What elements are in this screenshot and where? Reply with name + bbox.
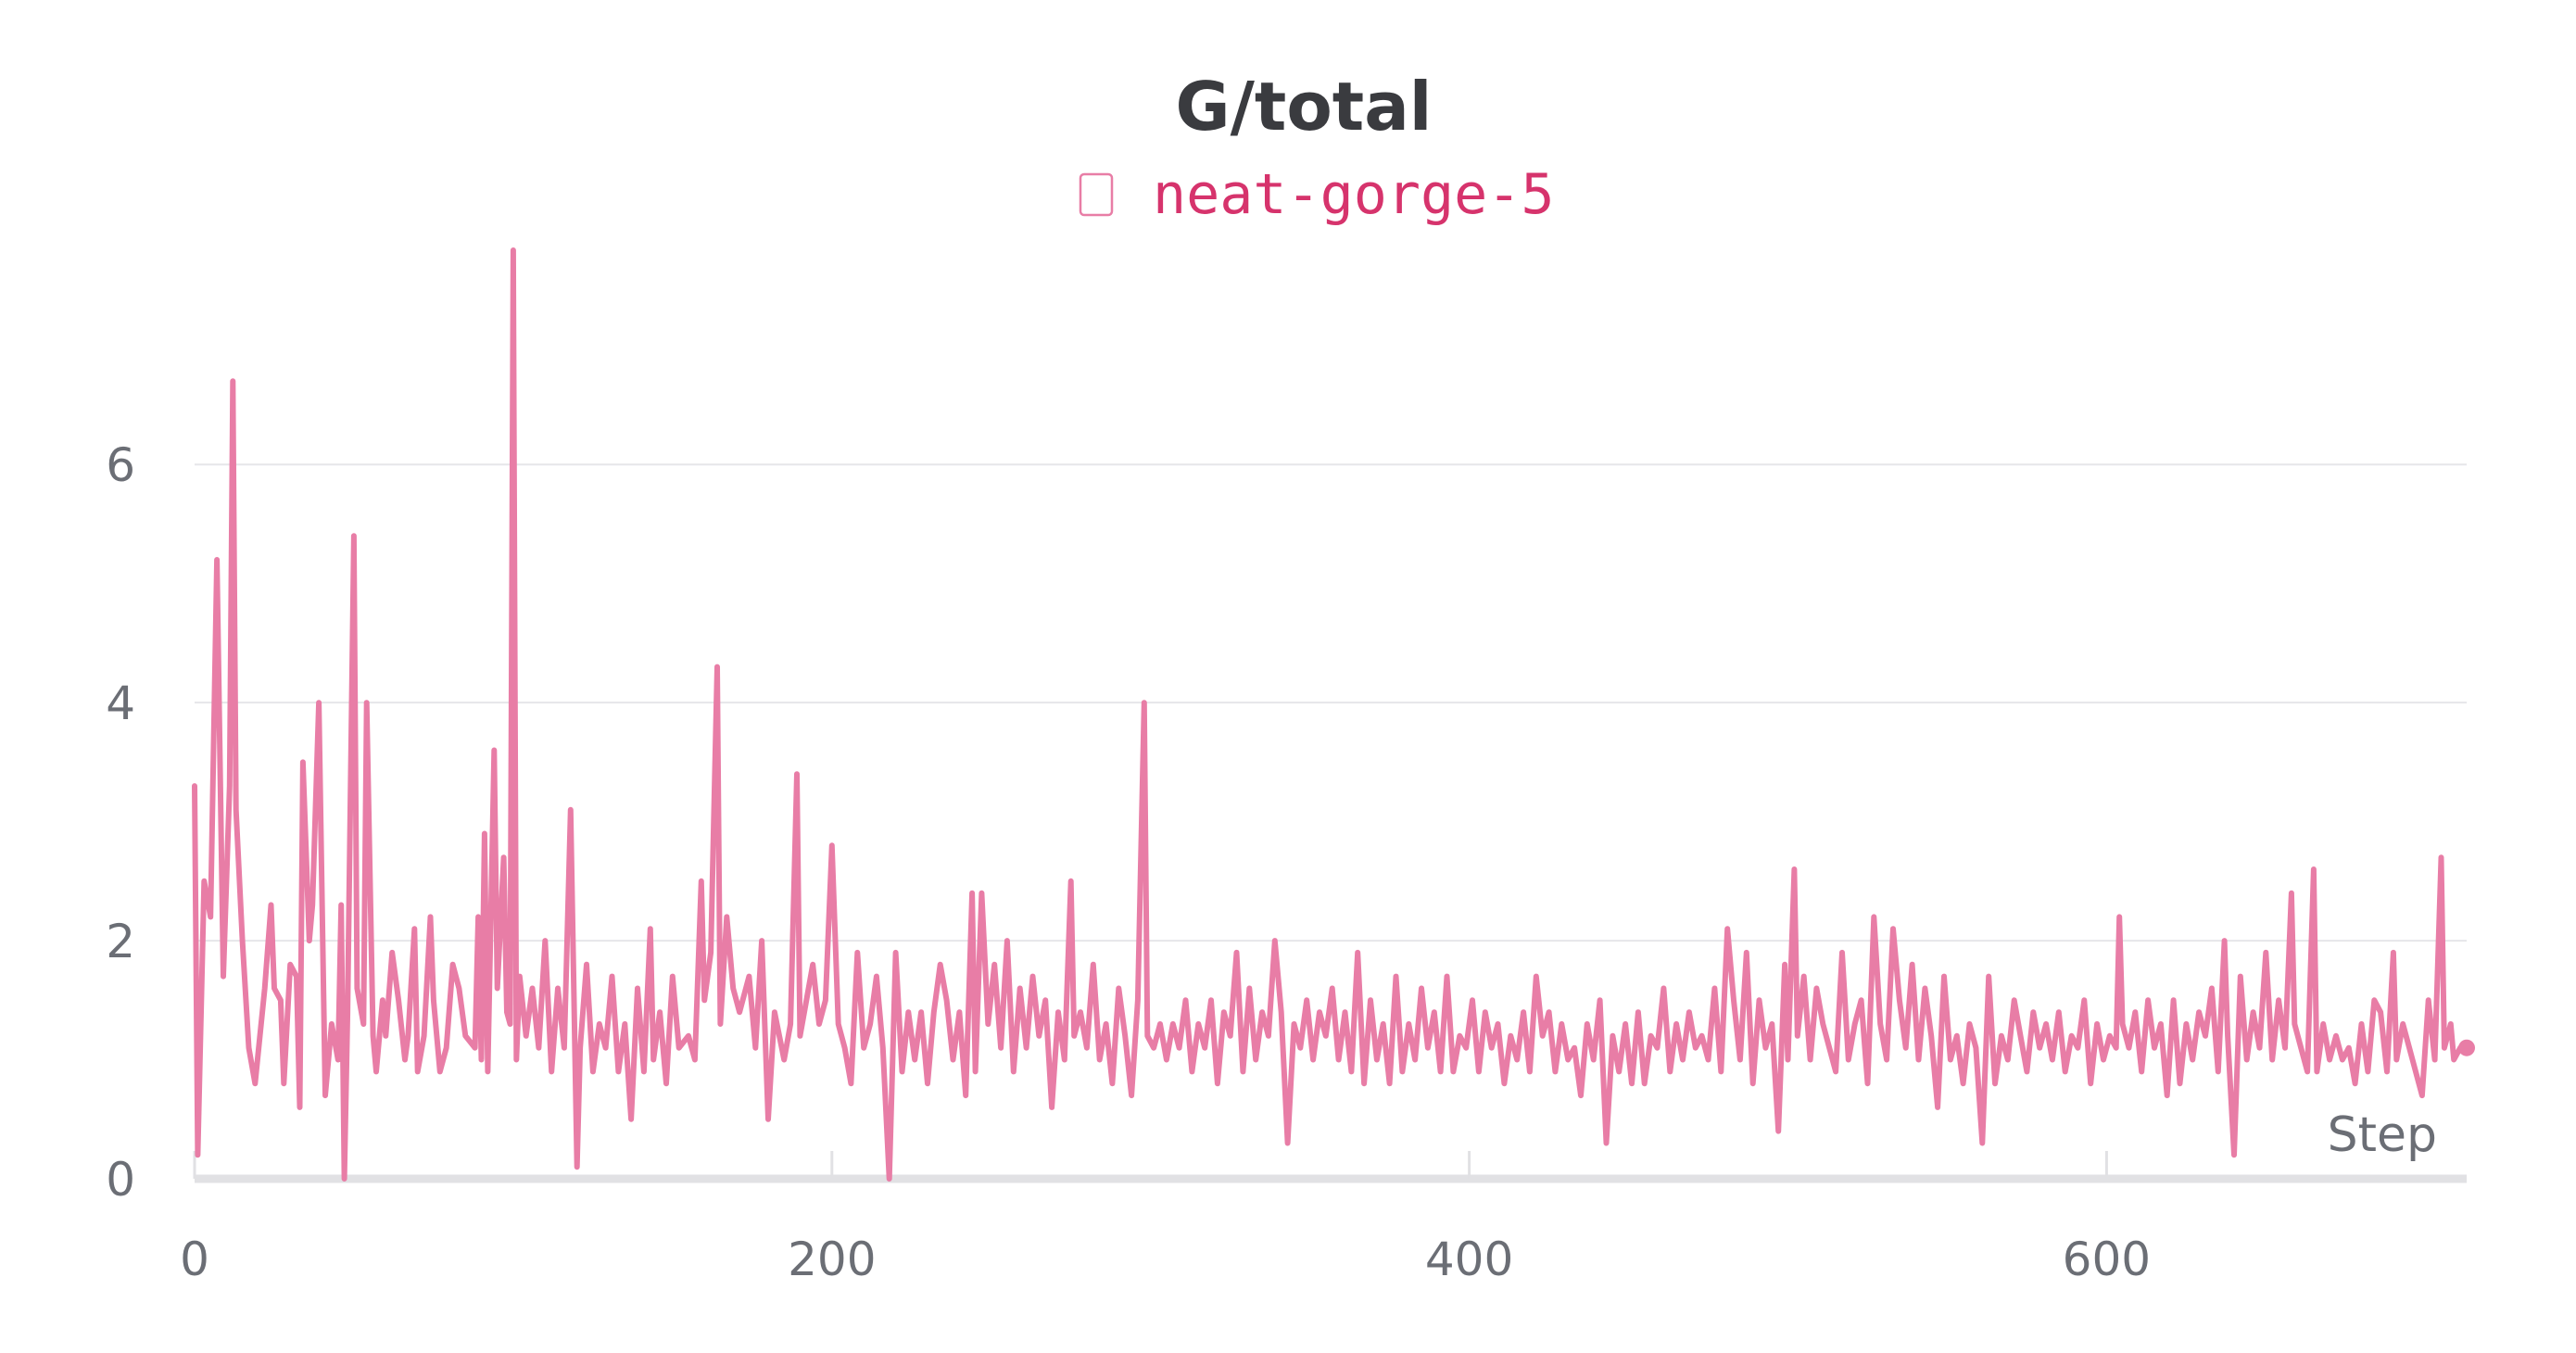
tick-labels: 0 2 4 6 0 200 400 600	[106, 438, 2151, 1286]
legend[interactable]: neat-gorge-5	[1079, 162, 1554, 227]
series-line	[192, 247, 2469, 1182]
x-tick-label: 400	[1425, 1233, 1513, 1286]
legend-swatch-icon[interactable]	[1079, 172, 1114, 217]
legend-label[interactable]: neat-gorge-5	[1153, 162, 1554, 227]
x-axis-label: Step	[2328, 1107, 2437, 1163]
y-tick-label: 6	[106, 438, 135, 492]
y-tick-label: 0	[106, 1153, 135, 1207]
series-layer	[192, 247, 2475, 1182]
x-tick-label: 600	[2063, 1233, 2151, 1286]
y-tick-label: 2	[106, 915, 135, 968]
y-tick-label: 4	[106, 676, 135, 730]
grid-lines	[195, 463, 2467, 942]
x-axis	[193, 1151, 2467, 1183]
x-tick-label: 200	[788, 1233, 876, 1286]
x-tick-label: 0	[180, 1233, 209, 1286]
series-endpoint	[2458, 1039, 2475, 1056]
chart-title: G/total	[1176, 68, 1433, 145]
